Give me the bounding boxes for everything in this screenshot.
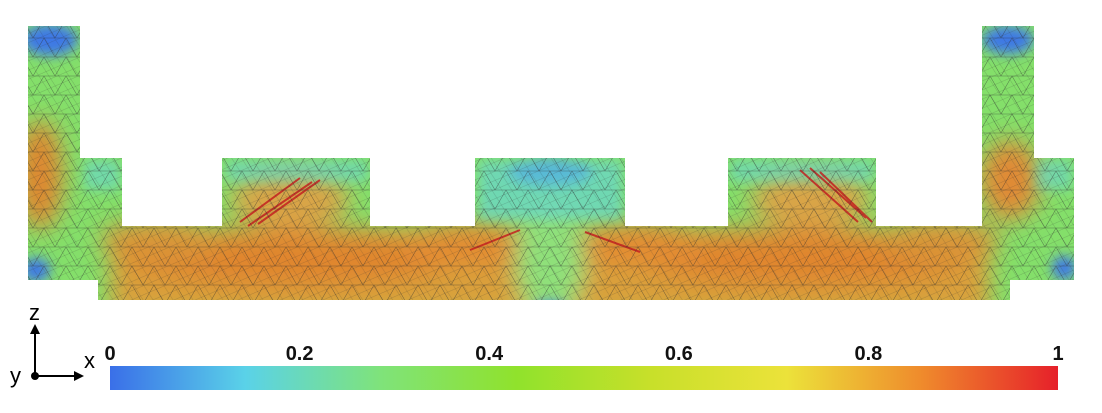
fem-contour-plot [28,26,1074,300]
colorbar-tick-label: 1 [1052,343,1064,365]
colorbar-gradient [110,366,1058,390]
axes-triad: z x y [10,300,95,388]
colorbar-tick-label: 0.4 [475,343,504,365]
x-axis-arrowhead [74,371,84,381]
fem-part [28,26,1074,300]
colorbar: 0 0.2 0.4 0.6 0.8 1 [100,335,1080,405]
colorbar-tick-label: 0 [104,343,116,365]
colorbar-tick-label: 0.8 [854,343,883,365]
colorbar-tick-label: 0.2 [285,343,314,365]
x-axis-label: x [84,348,95,373]
y-axis-label: y [10,363,21,388]
y-axis-dot [31,372,39,380]
z-axis-label: z [29,300,40,325]
z-axis-arrowhead [30,324,40,334]
colorbar-tick-label: 0.6 [664,343,693,365]
